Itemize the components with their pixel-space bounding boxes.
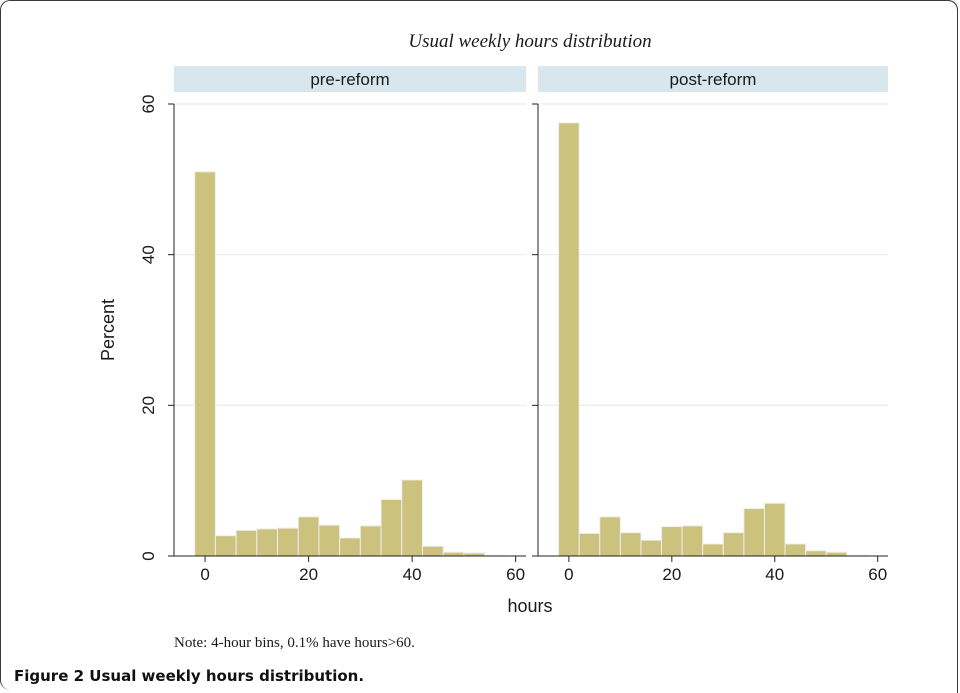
panel-strip [174, 66, 526, 92]
histogram-chart: Usual weekly hours distribution pre-refo… [98, 31, 888, 651]
histogram-bar [578, 532, 601, 557]
histogram-bar [681, 525, 704, 557]
histogram-bar [640, 539, 663, 557]
figure-caption-text: Usual weekly hours distribution. [89, 667, 365, 685]
histogram-bar [256, 528, 279, 557]
x-tick-label: 0 [564, 565, 573, 584]
chart-note: Note: 4-hour bins, 0.1% have hours>60. [174, 635, 415, 651]
histogram-bar [599, 516, 621, 557]
x-tick-label: 0 [200, 565, 209, 584]
y-tick-label: 20 [139, 396, 158, 415]
histogram-bar [743, 508, 765, 557]
y-tick-label: 60 [139, 95, 158, 114]
histogram-bar [380, 499, 403, 557]
histogram-bar [558, 122, 580, 557]
histogram-bar [214, 535, 237, 557]
x-tick-label: 20 [299, 565, 318, 584]
histogram-bar [825, 551, 848, 557]
histogram-bar [661, 526, 683, 557]
x-axis-label: hours [507, 596, 552, 616]
panel-strip [538, 66, 888, 92]
histogram-bar [194, 171, 216, 557]
y-tick-label: 40 [139, 245, 158, 264]
histogram-bar [297, 516, 320, 557]
histogram-bar [318, 524, 341, 557]
histogram-bar [702, 543, 724, 557]
histogram-bar [442, 551, 465, 557]
histogram-bar [784, 543, 807, 557]
figure-caption: Figure 2 Usual weekly hours distribution… [14, 667, 364, 685]
chart-title: Usual weekly hours distribution [408, 31, 651, 52]
histogram-bar [421, 545, 444, 557]
histogram-bar [805, 550, 827, 557]
figure-caption-label: Figure 2 [14, 667, 85, 685]
x-tick-label: 60 [868, 565, 887, 584]
y-tick-label: 0 [139, 551, 158, 560]
histogram-bar [619, 532, 642, 557]
histogram-bar [722, 532, 745, 557]
x-tick-label: 40 [765, 565, 784, 584]
histogram-bar [401, 479, 423, 557]
y-axis-label: Percent [98, 299, 118, 361]
panel-strip-label: pre-reform [310, 70, 389, 89]
figure-frame-edge [946, 0, 958, 693]
histogram-bar [763, 502, 786, 557]
x-tick-label: 60 [506, 565, 525, 584]
panel-strip-label: post-reform [670, 70, 757, 89]
histogram-bar [235, 529, 258, 557]
histogram-bar [277, 527, 299, 557]
histogram-bar [339, 537, 361, 557]
x-tick-label: 20 [662, 565, 681, 584]
histogram-bar [359, 525, 382, 557]
x-tick-label: 40 [403, 565, 422, 584]
